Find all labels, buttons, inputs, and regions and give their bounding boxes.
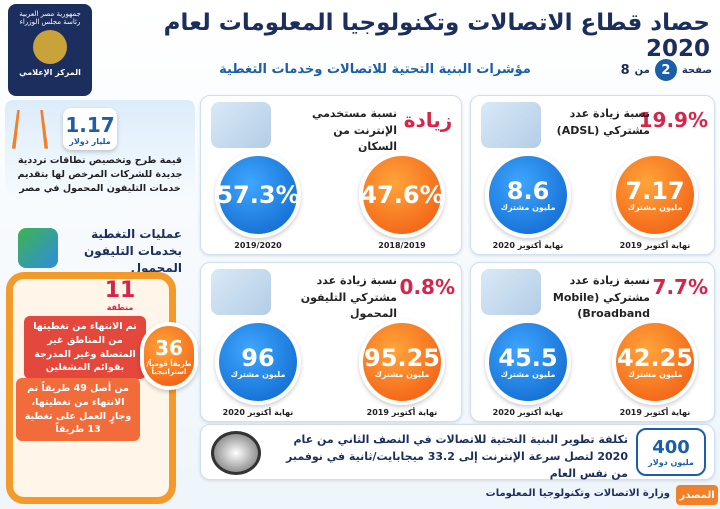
tower-icon [11,109,49,149]
period: نهاية أكتوبر 2020 [222,408,294,417]
panel-illustration [211,269,271,315]
change-value: زيادة [403,108,453,132]
stat-panel: 19.9% نسبة زيادة عدد مشتركي (ADSL) 8.6 مليو… [470,95,715,255]
value: 42.25 [617,343,693,372]
unit: مليون مشترك [230,369,286,379]
panel-illustration [481,102,541,148]
value: 45.5 [498,343,558,372]
spectrum-value: 1.17 [65,112,115,137]
unit: مليون مشترك [500,369,556,379]
panel-label: نسبة مستخدمي الإنترنت من السكان [311,107,397,153]
areas-unit: منطقة [106,303,134,312]
value: 8.6 [506,176,550,205]
panel-label: نسبة زيادة عدد مشتركي التليفون المحمول [300,274,397,320]
change-value: 19.9% [638,108,708,132]
investment-text: تكلفة تطوير البنية التحتية للاتصالات في … [285,433,628,481]
period: نهاية أكتوبر 2020 [492,408,564,417]
value: 47.6% [360,181,444,209]
speedometer-icon [211,431,261,475]
stat-panel: 0.8% نسبة زيادة عدد مشتركي التليفون المحم… [200,262,462,422]
coverage-title: عمليات التغطية بخدمات التليفون المحمول [84,227,182,275]
roads-value: 36 [155,336,183,360]
page-indicator: صفحة 2 من 8 [612,58,712,82]
source: وزارة الاتصالات وتكنولوجيا المعلومات [485,488,670,499]
value: 96 [241,343,275,372]
unit: مليون مشترك [627,369,683,379]
of-word: من [634,64,650,76]
roads-badge: 36 طريقاً قومياً/استراتيجياً [140,322,198,390]
areas-badge: 11 منطقة [92,278,148,312]
value-circle: 96 مليون مشترك [215,319,301,405]
value-circle: 7.17 مليون مشترك [612,152,698,238]
unit: مليون مشترك [374,369,430,379]
eagle-emblem [33,30,67,64]
spectrum-value-box: 1.17 مليار دولار [63,108,117,150]
title: حصاد قطاع الاتصالات وتكنولوجيا المعلومات… [163,10,710,62]
value-circle: 8.6 مليون مشترك [485,152,571,238]
investment-unit: مليون دولار [648,458,694,467]
stat-panel: زيادة نسبة مستخدمي الإنترنت من السكان 57.3… [200,95,462,255]
stat-panel: 7.7% نسبة زيادة عدد مشتركي (Mobile Broadb… [470,262,715,422]
areas-text: تم الانتهاء من تغطيتها من المناطق غير ال… [24,316,146,380]
investment-panel: 400 مليون دولار تكلفة تطوير البنية التحت… [200,424,715,480]
value-circle: 47.6% [359,152,445,238]
logo-line: جمهورية مصر العربية [19,10,81,18]
period: نهاية أكتوبر 2019 [619,408,691,417]
panel-illustration [481,269,541,315]
unit: مليون مشترك [627,202,683,212]
change-value: 7.7% [652,275,708,299]
period: نهاية أكتوبر 2019 [366,408,438,417]
value: 57.3% [216,181,300,209]
areas-value: 11 [104,278,136,303]
page-number: 2 [654,59,677,81]
period: نهاية أكتوبر 2019 [619,241,691,250]
unit: مليون مشترك [500,202,556,212]
value-circle: 95.25 مليون مشترك [359,319,445,405]
logo-line: رئاسة مجلس الوزراء [19,18,81,26]
roads-text: من أصل 49 طريقاً تم الانتهاء من تغطيتها،… [16,378,140,442]
logo: جمهورية مصر العربية رئاسة مجلس الوزراء ا… [8,4,92,96]
panel-label: نسبة زيادة عدد مشتركي (ADSL) [556,107,650,137]
roads-unit: طريقاً قومياً/استراتيجياً [146,360,192,376]
value: 95.25 [364,343,440,372]
period: 2019/2020 [234,241,282,250]
spectrum-unit: مليار دولار [69,136,111,146]
spectrum-box: 1.17 مليار دولار قيمة طرح وتخصيص نطاقات … [5,100,195,198]
value-circle: 45.5 مليون مشترك [485,319,571,405]
phone-icon [18,228,58,268]
spectrum-text: قيمة طرح وتخصيص نطاقات ترددية جديدة للشر… [17,155,183,194]
change-value: 0.8% [399,275,455,299]
page-total: 8 [620,62,630,78]
page-word: صفحة [681,64,712,76]
period: 2018/2019 [378,241,426,250]
value-circle: 42.25 مليون مشترك [612,319,698,405]
investment-value: 400 [652,437,690,458]
value: 7.17 [625,176,685,205]
panel-label: نسبة زيادة عدد مشتركي (Mobile Broadband) [552,274,650,320]
value-circle: 57.3% [215,152,301,238]
logo-line: المركز الإعلامي [19,68,81,77]
subtitle: مؤشرات البنية التحتية للاتصالات وخدمات ا… [219,62,531,77]
panel-illustration [211,102,271,148]
investment-box: 400 مليون دولار [636,428,706,476]
source-label: المصدر [676,485,718,505]
period: نهاية أكتوبر 2020 [492,241,564,250]
